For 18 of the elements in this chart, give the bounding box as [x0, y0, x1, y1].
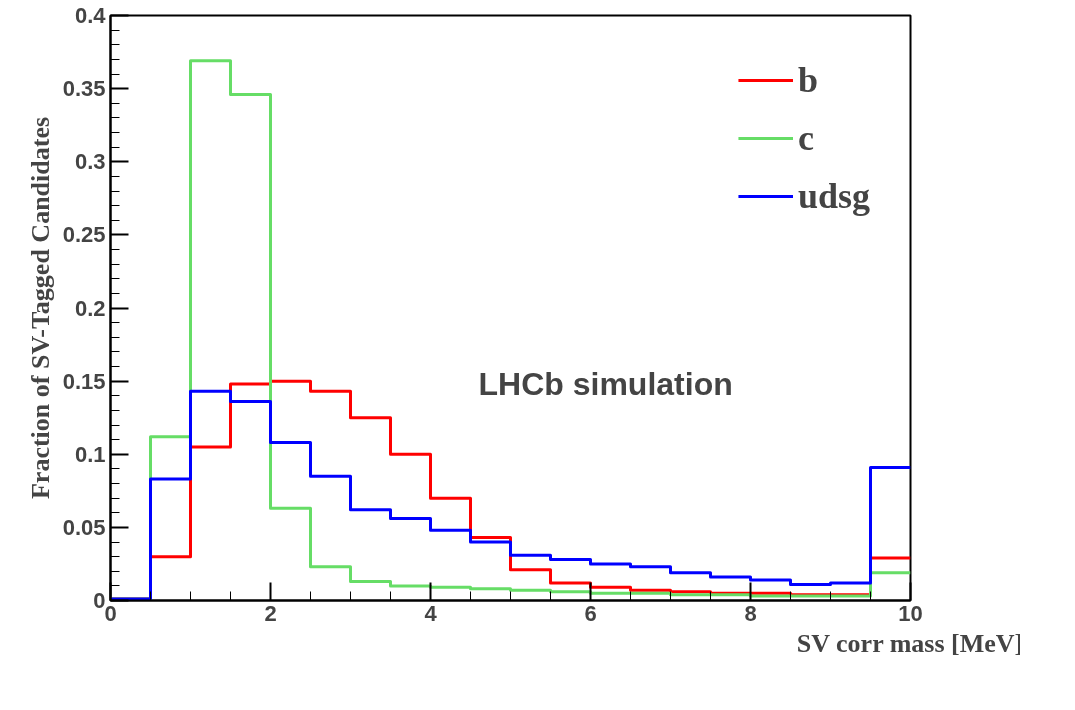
y-tick-label: 0.1: [74, 441, 106, 467]
x-tick-label: 8: [744, 600, 757, 626]
legend-label: b: [797, 59, 818, 102]
y-axis-title: Fraction of SV-Tagged Candidates: [25, 116, 55, 500]
y-tick-label: 0.25: [62, 222, 106, 248]
y-tick-label: 0.05: [62, 514, 106, 540]
x-tick-label: 2: [264, 600, 277, 626]
legend-label: udsg: [797, 175, 870, 218]
y-tick-label: 0.15: [62, 368, 106, 394]
y-tick-label: 0.35: [62, 76, 106, 102]
y-tick-label: 0.4: [74, 3, 107, 28]
x-tick-label: 6: [584, 600, 597, 626]
y-tick-label: 0.2: [74, 295, 106, 321]
legend-label: c: [797, 117, 815, 160]
x-tick-label: 10: [898, 600, 923, 626]
annotation: LHCb simulation: [478, 365, 733, 402]
x-tick-label: 4: [424, 600, 438, 626]
y-tick-label: 0.3: [74, 149, 106, 175]
